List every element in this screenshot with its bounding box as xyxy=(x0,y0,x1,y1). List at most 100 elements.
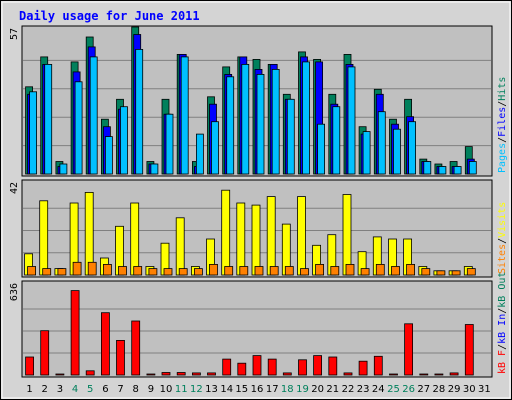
day-label: 30 xyxy=(463,384,476,395)
bar xyxy=(222,358,232,376)
bar xyxy=(389,373,398,376)
legend-entry: kB F xyxy=(497,350,508,374)
bar xyxy=(317,123,326,175)
bar xyxy=(25,356,35,376)
day-label: 19 xyxy=(296,384,309,395)
bar xyxy=(373,355,383,376)
bar xyxy=(146,373,156,376)
legend-entry: / xyxy=(497,344,508,350)
bar xyxy=(131,320,141,376)
bar xyxy=(89,56,98,175)
bar xyxy=(286,98,295,175)
bar xyxy=(362,131,371,175)
bar xyxy=(44,64,53,175)
day-label: 8 xyxy=(133,384,139,395)
bar xyxy=(226,76,235,175)
bar xyxy=(70,290,80,376)
bar xyxy=(237,362,247,376)
bar xyxy=(133,266,143,276)
legend-entry: kB Out xyxy=(497,272,508,308)
bar xyxy=(254,266,264,276)
bar xyxy=(163,268,173,276)
bar xyxy=(342,194,352,276)
bar xyxy=(224,266,234,276)
bar xyxy=(406,263,416,276)
legend-entry: / xyxy=(497,238,508,244)
day-label: 25 xyxy=(387,384,400,395)
day-label: 5 xyxy=(87,384,93,395)
bar xyxy=(161,372,171,376)
bar xyxy=(130,202,140,276)
series-sites xyxy=(27,261,476,276)
legend-entry: Files xyxy=(497,107,508,137)
day-label: 20 xyxy=(311,384,324,395)
bar xyxy=(252,355,262,376)
bar xyxy=(150,163,159,175)
day-label: 22 xyxy=(342,384,355,395)
bar xyxy=(195,133,204,175)
bar xyxy=(178,268,188,276)
bar xyxy=(451,270,461,276)
bar xyxy=(391,266,400,276)
bar xyxy=(302,61,310,175)
bar xyxy=(332,106,341,175)
bar xyxy=(468,161,477,175)
bar xyxy=(241,64,250,175)
day-label: 3 xyxy=(57,384,63,395)
bar xyxy=(236,202,246,276)
bar xyxy=(103,263,112,276)
bar xyxy=(209,263,218,276)
day-label: 4 xyxy=(72,384,78,395)
legend-entry: / xyxy=(497,137,508,143)
bar xyxy=(74,81,83,175)
bar xyxy=(27,266,37,276)
bar xyxy=(29,91,38,175)
day-label: 12 xyxy=(190,384,203,395)
day-label: 31 xyxy=(478,384,491,395)
bar xyxy=(211,121,219,175)
bar xyxy=(298,359,307,376)
bar xyxy=(251,204,261,276)
day-label: 18 xyxy=(281,384,294,395)
bar xyxy=(266,196,276,276)
bar xyxy=(438,166,447,175)
bar xyxy=(116,339,125,376)
bar xyxy=(85,370,95,376)
bar xyxy=(408,121,417,175)
bar xyxy=(59,163,68,175)
panel-legend: Pages/Files/Hits xyxy=(497,77,508,173)
legend-entry: kB In xyxy=(497,314,508,344)
bar xyxy=(466,268,476,276)
panel-legend: kB F/kB In/kB Out xyxy=(497,272,508,374)
bar xyxy=(404,323,414,376)
day-label: 9 xyxy=(148,384,154,395)
day-label: 15 xyxy=(235,384,248,395)
bar xyxy=(419,373,429,376)
bar xyxy=(328,356,338,376)
bar xyxy=(271,69,280,175)
bar xyxy=(221,189,231,276)
bar xyxy=(330,266,340,276)
panel-scale-label: 42 xyxy=(9,182,20,194)
day-label: 29 xyxy=(448,384,461,395)
bar xyxy=(284,266,294,276)
bar xyxy=(393,128,401,175)
bar xyxy=(193,268,203,276)
bar xyxy=(345,263,355,276)
day-label: 14 xyxy=(220,384,233,395)
bar xyxy=(377,111,386,175)
bar xyxy=(239,266,249,276)
day-label: 28 xyxy=(433,384,446,395)
day-labels: 1 2 3 4 5 6 7 8 9 10 11 12 13 14 15 16 17 18 19 20 21 22 23 24 2… xyxy=(26,384,490,395)
legend-entry: / xyxy=(497,101,508,107)
bar xyxy=(347,66,356,175)
bar xyxy=(87,261,97,276)
day-label: 13 xyxy=(205,384,218,395)
bar xyxy=(267,358,277,376)
bar xyxy=(375,263,385,276)
day-label: 10 xyxy=(160,384,173,395)
bar xyxy=(313,355,323,376)
bar xyxy=(165,113,174,175)
bar xyxy=(453,166,462,175)
